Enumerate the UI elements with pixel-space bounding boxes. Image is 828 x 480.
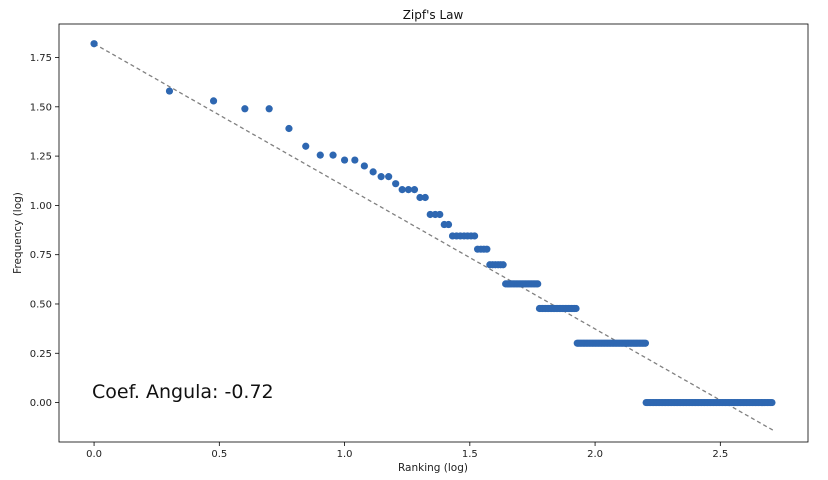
ticks-layer: 0.0 0.5 1.0 1.5 2.0 2.5 0.00 0.25 0.50 0.75 1.00 1.… xyxy=(30,53,729,460)
data-point xyxy=(392,180,400,188)
fit-line xyxy=(93,43,774,431)
data-point xyxy=(416,193,424,202)
data-point xyxy=(483,245,491,253)
chart-title: Zipf's Law xyxy=(403,8,464,22)
y-tick-label: 0.50 xyxy=(30,299,52,310)
x-tick-label: 1.5 xyxy=(462,449,478,460)
data-point xyxy=(641,339,650,347)
data-point xyxy=(410,186,419,194)
data-point xyxy=(265,105,273,113)
data-point xyxy=(241,105,249,113)
data-point xyxy=(404,186,413,194)
data-point xyxy=(302,142,310,150)
data-point xyxy=(360,162,368,170)
y-tick-label: 1.00 xyxy=(30,201,52,212)
x-axis-label: Ranking (log) xyxy=(398,462,468,474)
y-tick-label: 0.75 xyxy=(30,250,52,261)
data-point xyxy=(436,210,444,219)
y-tick-label: 1.75 xyxy=(30,53,52,64)
x-tick-label: 0.0 xyxy=(86,449,102,460)
data-point xyxy=(369,168,377,176)
data-point xyxy=(768,398,776,407)
y-tick-label: 1.25 xyxy=(30,152,52,163)
data-point xyxy=(90,40,98,48)
data-point xyxy=(377,173,385,181)
data-point xyxy=(426,210,434,219)
data-point xyxy=(351,156,359,164)
data-point xyxy=(421,193,429,202)
y-axis-label: Frequency (log) xyxy=(12,192,24,274)
slope-annotation: Coef. Angula: -0.72 xyxy=(92,381,274,403)
data-point xyxy=(444,220,453,229)
data-point xyxy=(572,304,580,313)
data-point xyxy=(285,124,293,133)
y-tick-label: 0.00 xyxy=(30,398,52,409)
points-layer xyxy=(90,40,776,407)
x-tick-label: 2.0 xyxy=(587,449,603,460)
data-point xyxy=(209,97,218,105)
plot-frame xyxy=(58,23,809,443)
fit-line-layer xyxy=(93,43,774,431)
data-point xyxy=(316,151,324,159)
data-point xyxy=(385,173,393,181)
data-point xyxy=(398,186,406,194)
y-tick-label: 1.50 xyxy=(30,102,52,113)
data-point xyxy=(499,261,507,269)
data-point xyxy=(340,156,349,164)
data-point xyxy=(329,151,337,159)
data-point xyxy=(165,87,174,95)
y-tick-label: 0.25 xyxy=(30,349,52,360)
x-tick-label: 1.0 xyxy=(337,449,353,460)
x-tick-label: 0.5 xyxy=(211,449,227,460)
x-tick-label: 2.5 xyxy=(712,449,728,460)
data-point xyxy=(534,280,542,288)
data-point xyxy=(470,232,479,240)
